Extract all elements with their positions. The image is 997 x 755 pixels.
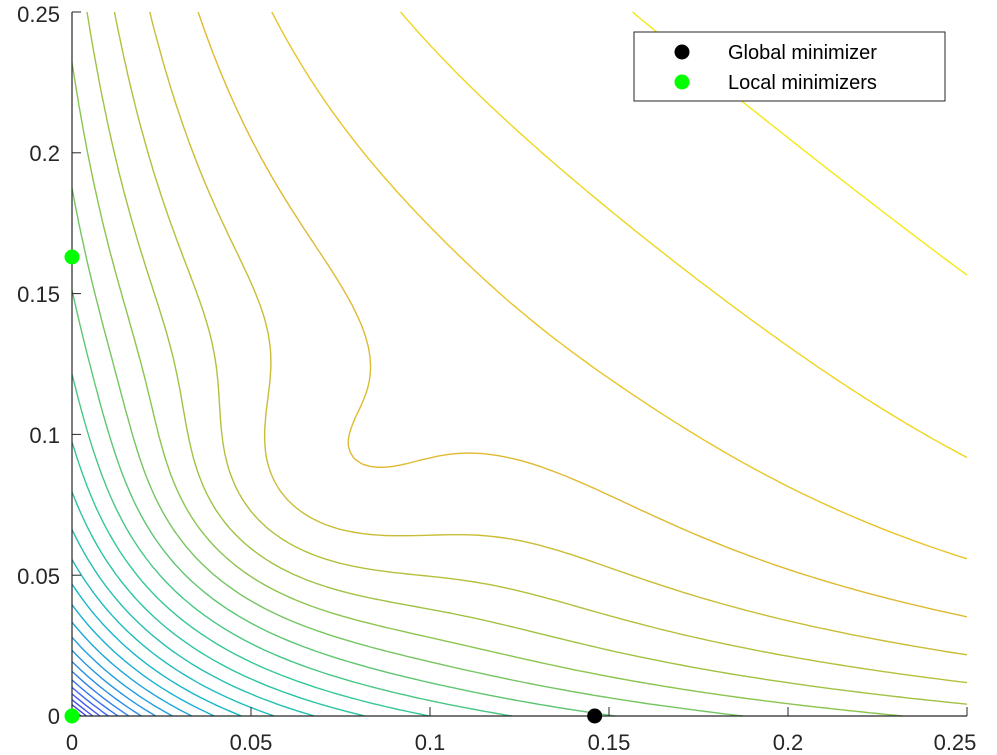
contour-line xyxy=(71,491,365,717)
x-tick-label: 0 xyxy=(66,730,78,755)
contour-line xyxy=(71,621,193,717)
contour-line xyxy=(71,636,173,717)
contour-line xyxy=(71,583,242,717)
contour-line xyxy=(71,188,743,717)
contour-line xyxy=(71,559,275,717)
contour-line xyxy=(113,11,968,684)
contour-line xyxy=(149,11,968,656)
global-minimizer-point xyxy=(587,708,603,724)
contour-line xyxy=(86,11,968,705)
contour-line xyxy=(197,11,968,618)
contour-line xyxy=(71,529,315,717)
contour-lines xyxy=(71,11,968,717)
y-tick-label: 0.25 xyxy=(17,2,60,27)
y-tick-label: 0.05 xyxy=(17,564,60,589)
contour-line xyxy=(71,661,142,717)
x-tick-label: 0.05 xyxy=(230,730,273,755)
contour-line xyxy=(71,699,94,717)
x-tick-label: 0.1 xyxy=(415,730,446,755)
minimizer-markers xyxy=(64,249,603,724)
contour-line xyxy=(271,11,968,560)
contour-line xyxy=(71,289,615,717)
axes xyxy=(71,12,967,717)
legend-label-local: Local minimizers xyxy=(728,72,877,94)
y-tick-label: 0.15 xyxy=(17,282,60,307)
contour-line xyxy=(71,441,430,717)
y-tick-label: 0.2 xyxy=(29,141,60,166)
legend-label-global: Global minimizer xyxy=(728,42,877,64)
tick-marks xyxy=(71,11,968,717)
legend-marker-local xyxy=(674,74,690,90)
contour-line xyxy=(71,704,87,717)
x-tick-label: 0.25 xyxy=(934,730,977,755)
y-tick-labels: 0 0.05 0.1 0.15 0.2 0.25 xyxy=(17,2,60,729)
contour-line xyxy=(71,686,109,717)
contour-line xyxy=(71,604,215,717)
contour-line xyxy=(71,670,130,717)
contour-line xyxy=(71,374,512,717)
legend: Global minimizer Local minimizers xyxy=(633,31,946,102)
contour-line xyxy=(71,693,101,717)
y-tick-label: 0 xyxy=(48,704,60,729)
x-tick-label: 0.2 xyxy=(773,730,804,755)
legend-marker-global xyxy=(674,44,690,60)
x-tick-label: 0.15 xyxy=(588,730,631,755)
y-tick-label: 0.1 xyxy=(29,423,60,448)
contour-line xyxy=(71,62,903,717)
contour-line xyxy=(400,11,968,459)
legend-box xyxy=(633,31,946,102)
local-minimizer-point xyxy=(64,708,80,724)
x-tick-labels: 0 0.05 0.1 0.15 0.2 0.25 xyxy=(66,730,977,755)
local-minimizer-point xyxy=(64,249,80,265)
